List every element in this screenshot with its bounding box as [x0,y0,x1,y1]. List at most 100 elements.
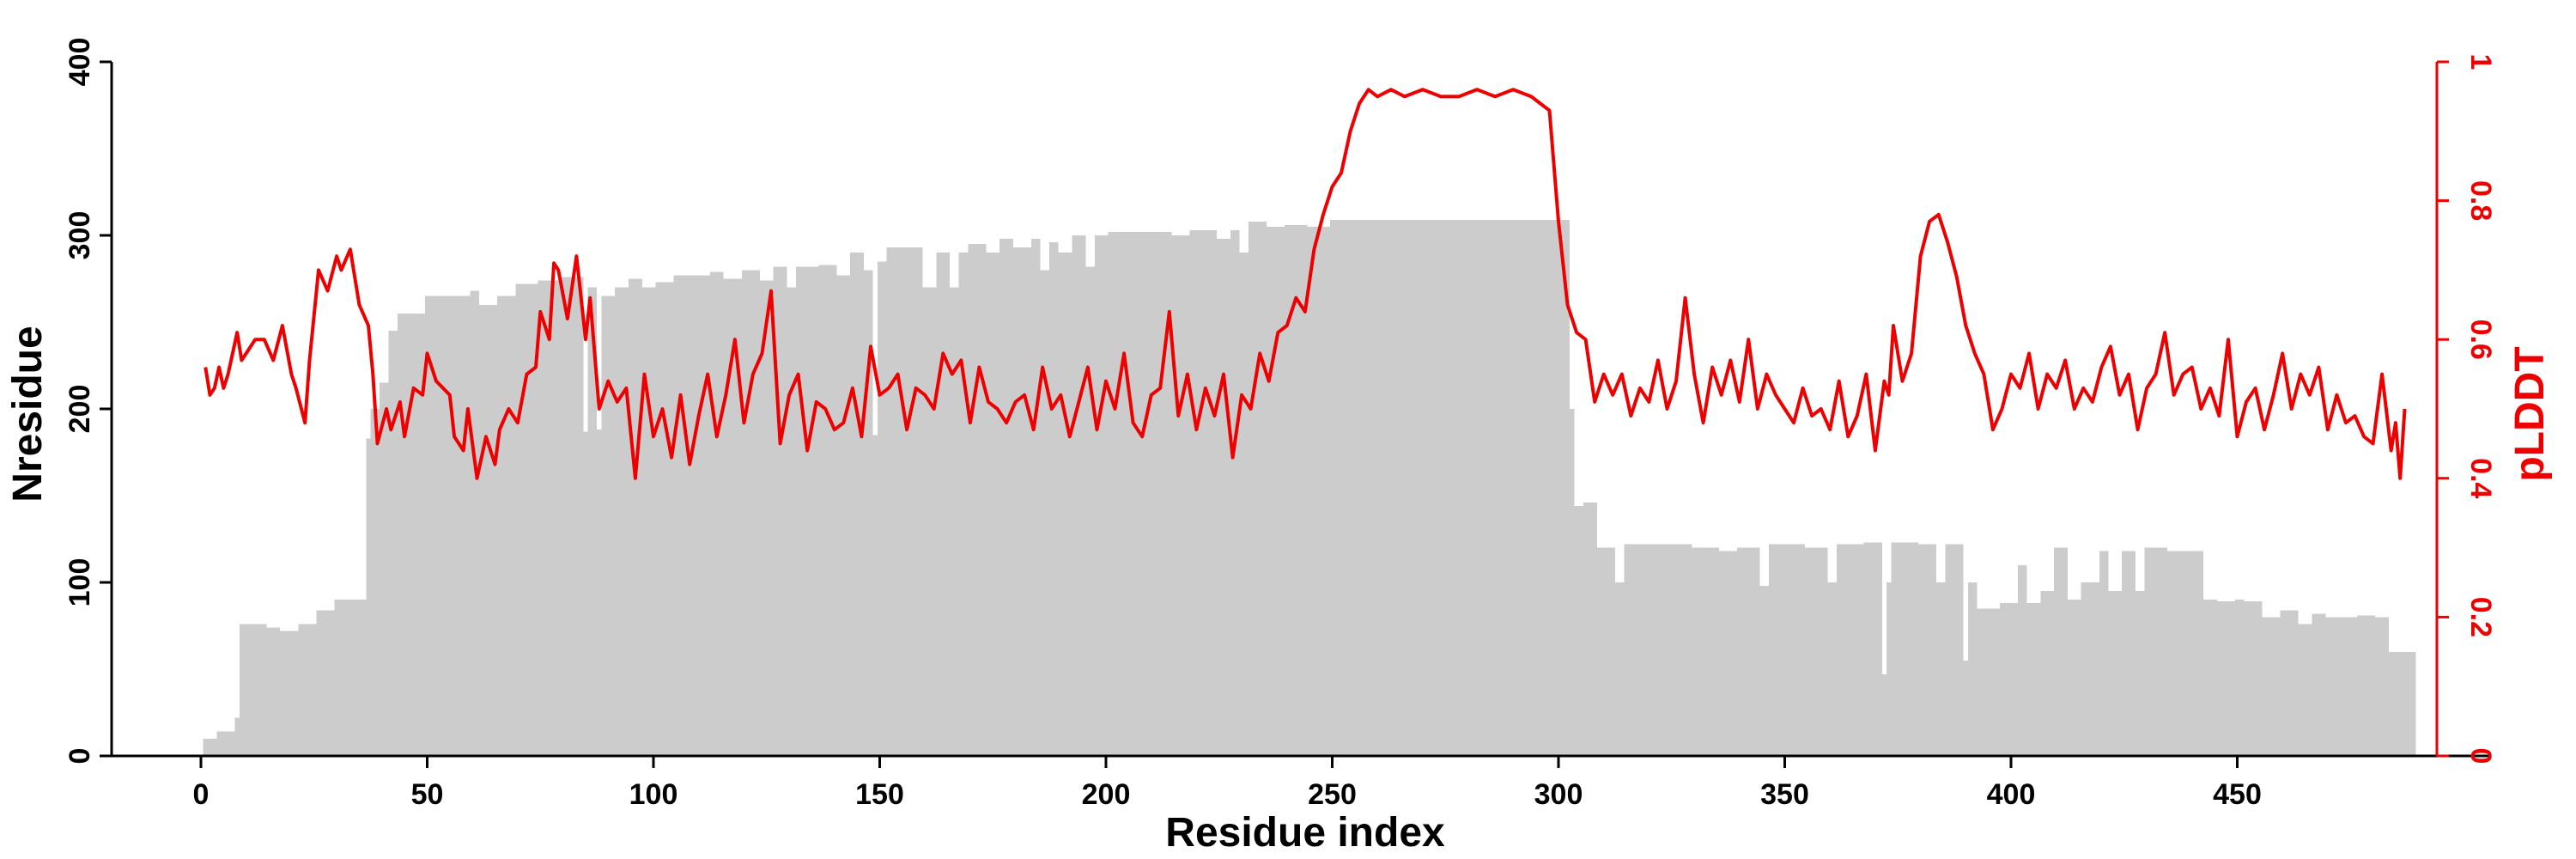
bars-layer [203,219,2416,757]
bar [2312,613,2326,756]
bar [877,261,887,756]
bar [968,244,987,757]
bar [1249,221,1267,757]
bar [266,627,281,756]
bar [1108,231,1127,757]
y2-tick-label: 0.2 [2464,597,2497,637]
bar [388,331,398,756]
bar [298,624,317,756]
bar [1230,229,1240,756]
bar [1189,229,1204,756]
line-layer [204,88,2407,480]
bar [1329,219,1376,756]
bar [216,731,235,756]
bar [864,270,873,756]
bar [936,253,951,756]
x-tick-label: 200 [1082,778,1131,811]
bar [1307,226,1330,756]
bar [655,282,674,756]
bar [479,304,498,756]
bar [615,287,629,757]
bar [398,313,425,756]
bar [1375,219,1421,756]
bar [759,280,774,756]
bar [2122,551,2136,756]
y2-tick-label: 1 [2464,54,2497,70]
bar [1936,582,1946,756]
y2-tick-label: 0 [2464,748,2497,765]
bar [2280,610,2299,756]
bar [1837,544,1864,756]
y2-tick-label: 0.8 [2464,180,2497,221]
bar [1624,544,1692,756]
bar [1570,409,1575,756]
x-tick-label: 350 [1760,778,1809,811]
bar [2190,551,2203,756]
bar [1465,219,1511,756]
bar [2298,624,2312,756]
bar [2166,551,2190,756]
y-tick-label: 200 [64,385,96,434]
bar [1049,242,1059,757]
y-tick-label: 0 [64,748,96,765]
bar [1171,235,1190,756]
bar [818,265,837,757]
bar [1999,603,2018,756]
bar [1574,506,1583,756]
bar [515,283,538,756]
bar [723,278,742,756]
bar [836,275,851,757]
y-tick-label: 100 [64,558,96,607]
bar [2262,617,2281,756]
bar [234,717,240,756]
bar [1217,239,1230,756]
bar [2357,615,2376,756]
bar [380,382,389,756]
bar [1058,253,1072,756]
x-tick-label: 50 [411,778,444,811]
bar [2202,600,2217,756]
bar [696,275,710,757]
bar [239,624,267,756]
bar [2026,603,2041,756]
bar [1040,270,1050,756]
bar [1827,582,1838,756]
bar [1072,235,1086,756]
bar [2375,617,2390,756]
bar [886,247,905,756]
bar [904,247,914,756]
bar [2325,617,2358,756]
x-tick-label: 250 [1308,778,1357,811]
y-axis-title: Nresidue [5,326,51,502]
x-axis-title: Residue index [1165,810,1445,856]
bar [2081,582,2099,756]
axes-layer: 0 50 100 150 200 250 300 350 400 450 0 100 200 300 400… [64,38,2497,811]
bar [1614,582,1625,756]
bar [986,253,1000,756]
y2-tick-label: 0.6 [2464,320,2497,360]
bar [1510,219,1557,756]
x-tick-label: 400 [1987,778,2036,811]
bar [2054,547,2068,756]
bar [1420,219,1466,756]
bar [709,271,724,756]
bar [796,266,819,756]
bar [583,431,588,756]
bar [1886,582,1892,756]
bar [914,247,923,756]
y-tick-label: 400 [64,38,96,87]
bar [1267,226,1285,756]
bar [1977,608,2000,756]
bar [203,738,217,756]
bar [1891,542,1918,756]
bar [2017,564,2027,756]
bar [366,438,371,756]
bar [2144,547,2167,756]
bar [1769,544,1806,756]
bar [2234,600,2245,756]
bar [601,295,616,756]
bar [1094,235,1109,756]
bar [370,409,380,756]
x-tick-label: 150 [855,778,904,811]
